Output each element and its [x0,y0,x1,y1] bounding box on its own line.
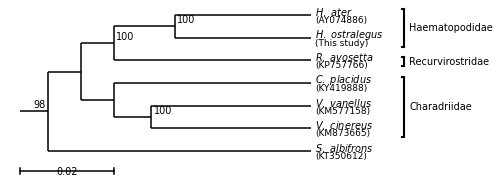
Text: 100: 100 [116,32,134,42]
Text: (KT350612): (KT350612) [316,152,367,161]
Text: 100: 100 [154,106,172,116]
Text: $\it{V.\ cinereus}$: $\it{V.\ cinereus}$ [316,119,374,131]
Text: Haematopodidae: Haematopodidae [409,23,493,33]
Text: $\it{R.\ avosetta}$: $\it{R.\ avosetta}$ [316,52,374,63]
Text: (KY419888): (KY419888) [316,84,368,93]
Text: $\it{S.\ albifrons}$: $\it{S.\ albifrons}$ [316,142,374,154]
Text: (AY074886): (AY074886) [316,16,368,25]
Text: $\it{H.\ ater}$: $\it{H.\ ater}$ [316,6,353,18]
Text: Recurvirostridae: Recurvirostridae [409,57,489,67]
Text: (This study): (This study) [316,39,368,48]
Text: $\it{V.\ vanellus}$: $\it{V.\ vanellus}$ [316,97,372,109]
Text: (KM873665): (KM873665) [316,129,370,138]
Text: Charadriidae: Charadriidae [409,102,472,112]
Text: 98: 98 [34,100,46,110]
Text: $\it{C.\ placidus}$: $\it{C.\ placidus}$ [316,73,372,87]
Text: (KP757766): (KP757766) [316,61,368,70]
Text: $\it{H.\ ostralegus}$: $\it{H.\ ostralegus}$ [316,28,384,42]
Text: (KM577158): (KM577158) [316,107,370,116]
Text: 100: 100 [177,15,196,25]
Text: 0.02: 0.02 [56,167,78,177]
